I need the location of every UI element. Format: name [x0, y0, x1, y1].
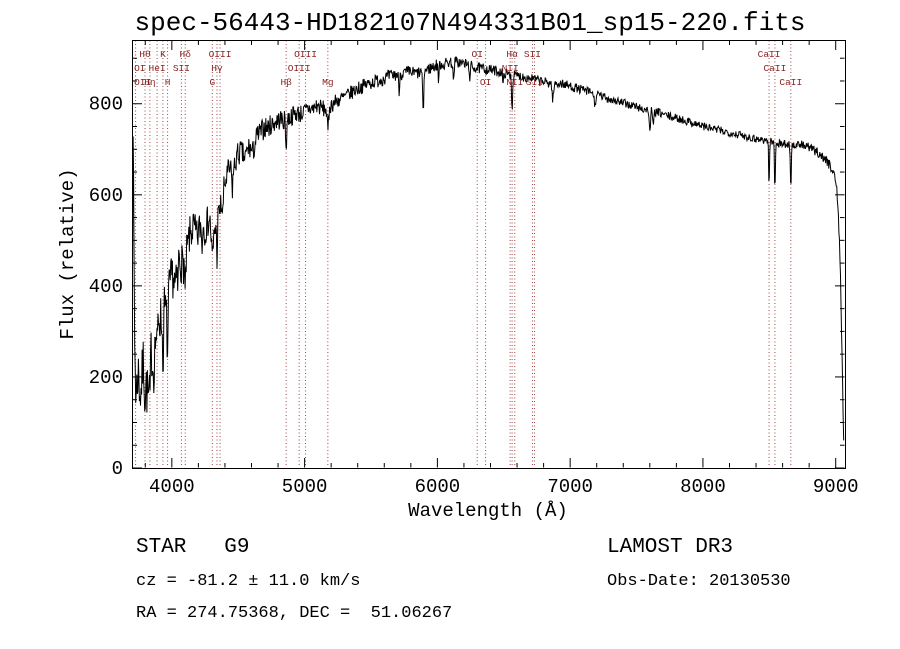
svg-text:OII: OII: [134, 77, 151, 88]
svg-text:9000: 9000: [813, 476, 859, 498]
svg-text:SII: SII: [524, 49, 541, 60]
svg-text:Hγ: Hγ: [211, 63, 223, 74]
svg-text:6000: 6000: [415, 476, 461, 498]
ra-dec-value: RA = 274.75368, DEC = 51.06267: [136, 604, 453, 623]
svg-text:200: 200: [89, 367, 123, 389]
svg-text:5000: 5000: [282, 476, 328, 498]
svg-text:HeI: HeI: [149, 63, 166, 74]
svg-text:OI: OI: [134, 63, 145, 74]
svg-text:Hα: Hα: [506, 49, 518, 60]
svg-text:OIII: OIII: [294, 49, 317, 60]
svg-text:800: 800: [89, 94, 123, 116]
svg-text:OIII: OIII: [288, 63, 311, 74]
svg-text:Hθ: Hθ: [139, 49, 150, 60]
plot-title: spec-56443-HD182107N494331B01_sp15-220.f…: [134, 8, 806, 38]
svg-text:CaII: CaII: [779, 77, 802, 88]
svg-text:Hδ: Hδ: [180, 49, 192, 60]
svg-text:OI: OI: [472, 49, 483, 60]
obs-date-value: Obs-Date: 20130530: [607, 572, 791, 591]
svg-text:H: H: [165, 77, 171, 88]
svg-text:Hβ: Hβ: [280, 77, 292, 88]
svg-text:SII: SII: [526, 77, 543, 88]
svg-text:400: 400: [89, 276, 123, 298]
survey-label: LAMOST DR3: [607, 536, 734, 559]
y-axis-label: Flux (relative): [57, 168, 79, 340]
cz-value: cz = -81.2 ± 11.0 km/s: [136, 572, 361, 591]
svg-text:SII: SII: [173, 63, 190, 74]
svg-text:4000: 4000: [149, 476, 195, 498]
svg-text:OI: OI: [480, 77, 491, 88]
svg-text:Mg: Mg: [322, 77, 333, 88]
svg-text:NII: NII: [502, 63, 519, 74]
svg-text:7000: 7000: [547, 476, 593, 498]
svg-text:K: K: [160, 49, 166, 60]
x-axis-label: Wavelength (Å): [408, 500, 568, 522]
svg-text:NII: NII: [506, 77, 523, 88]
svg-text:0: 0: [112, 458, 123, 480]
svg-text:Hη: Hη: [144, 77, 155, 88]
svg-text:600: 600: [89, 185, 123, 207]
svg-text:8000: 8000: [680, 476, 726, 498]
svg-text:G: G: [209, 77, 215, 88]
svg-text:OIII: OIII: [209, 49, 232, 60]
svg-text:CaII: CaII: [763, 63, 786, 74]
classification-label: STAR G9: [136, 536, 250, 559]
svg-text:CaII: CaII: [758, 49, 781, 60]
